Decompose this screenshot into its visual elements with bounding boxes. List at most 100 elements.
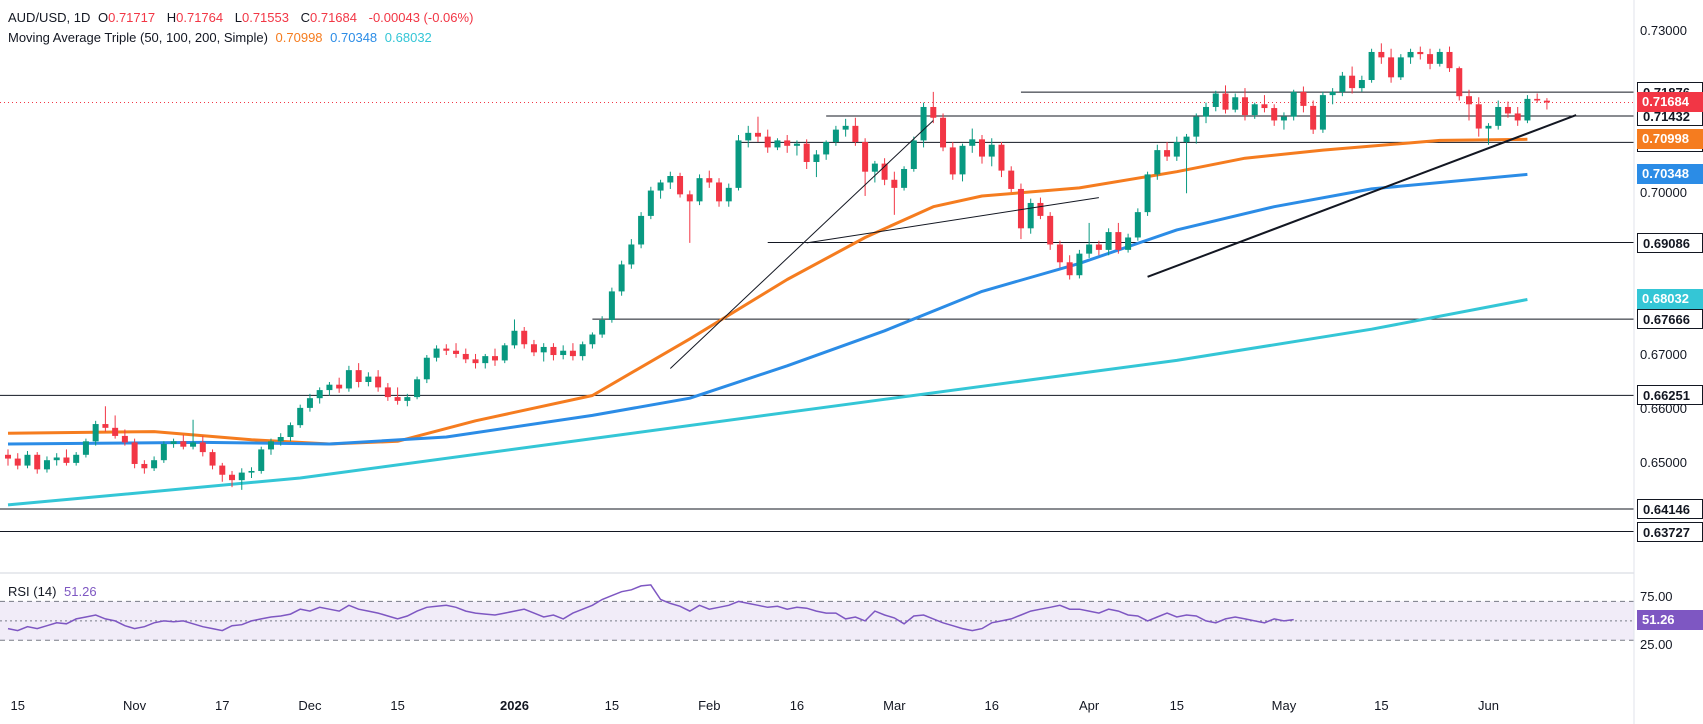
x-tick-label: 15 — [1169, 698, 1185, 713]
candle — [813, 150, 820, 178]
candle-body — [1427, 54, 1434, 64]
rsi-legend: RSI (14) 51.26 — [8, 584, 101, 599]
ma-legend: Moving Average Triple (50, 100, 200, Sim… — [8, 30, 436, 45]
candle — [102, 406, 109, 432]
candle-body — [1066, 262, 1073, 276]
candle-body — [1056, 244, 1063, 263]
candle — [832, 125, 839, 146]
candle-body — [521, 330, 528, 345]
candle-body — [492, 356, 498, 361]
candle — [1212, 90, 1219, 112]
candle — [511, 319, 518, 349]
candle — [1261, 95, 1268, 113]
trendline-0 — [669, 120, 934, 369]
candle-body — [881, 163, 888, 180]
candle-body — [599, 319, 606, 335]
candle-body — [930, 106, 937, 118]
candle-body — [1105, 232, 1112, 250]
candle-body — [784, 140, 791, 146]
candle — [1349, 66, 1356, 94]
candle-body — [443, 348, 450, 351]
y-tick-label: 0.65000 — [1640, 454, 1687, 470]
candle — [647, 186, 654, 220]
ma200-price-label: 0.68032 — [1637, 289, 1703, 310]
candle-body — [1076, 253, 1083, 276]
open-field: O0.71717 — [98, 10, 159, 25]
candle — [248, 467, 255, 478]
close-value: 0.71684 — [310, 10, 357, 25]
candle-body — [287, 425, 294, 438]
candle-body — [423, 357, 430, 380]
candle — [823, 140, 830, 160]
change-value: -0.00043 (-0.06%) — [368, 10, 474, 25]
candle — [219, 462, 226, 482]
candle-body — [638, 215, 645, 245]
moving-averages — [7, 137, 1528, 507]
candle-body — [862, 142, 869, 172]
candle — [1241, 88, 1248, 121]
candle-body — [1407, 51, 1414, 58]
candle-body — [1222, 93, 1229, 110]
candle-body — [1397, 57, 1404, 78]
x-tick-label: 15 — [390, 698, 405, 713]
candle-body — [969, 139, 976, 146]
candle — [628, 239, 635, 269]
candle-body — [1154, 150, 1161, 175]
candle — [190, 419, 197, 450]
candle-body — [793, 143, 800, 146]
candle-body — [1378, 51, 1385, 58]
candle — [336, 377, 343, 393]
candle-body — [871, 163, 878, 172]
candle-body — [180, 441, 187, 447]
ma50-value: 0.70998 — [275, 30, 323, 45]
candle-body — [1271, 108, 1278, 121]
candle-body — [677, 176, 684, 195]
candle — [1164, 142, 1171, 161]
candle — [1222, 85, 1229, 114]
candle-body — [112, 427, 119, 436]
trendlines — [669, 114, 1577, 369]
rsi-line-path — [7, 584, 1294, 632]
candle — [560, 345, 567, 360]
candle — [745, 125, 752, 148]
x-tick-label: Jun — [1477, 698, 1499, 713]
candle — [267, 438, 274, 455]
open-value: 0.71717 — [108, 10, 156, 25]
candle — [394, 387, 401, 405]
candle-body — [1514, 113, 1521, 121]
candle-body — [433, 348, 440, 358]
low-field: L0.71553 — [235, 10, 293, 25]
candle-body — [852, 125, 859, 143]
candle — [1047, 212, 1054, 250]
candle-body — [1485, 125, 1492, 129]
candle-body — [1125, 237, 1132, 250]
candle-body — [1251, 104, 1258, 116]
candle — [1397, 54, 1404, 81]
x-tick-label: Nov — [123, 698, 147, 713]
x-tick-label: 16 — [984, 698, 999, 713]
candle-body — [404, 397, 411, 401]
candle-body — [170, 441, 177, 445]
candle-body — [73, 454, 80, 463]
candle-body — [1261, 104, 1268, 109]
level-price-label: 0.63727 — [1637, 521, 1703, 542]
ma100-value: 0.70348 — [330, 30, 378, 45]
candle-body — [754, 132, 761, 137]
candle-body — [82, 441, 89, 455]
candle-body — [774, 140, 781, 148]
trendline-2 — [1147, 114, 1577, 278]
candles[interactable] — [5, 43, 1550, 490]
candle-body — [414, 379, 421, 398]
candle-body — [706, 178, 713, 183]
candle-body — [209, 452, 216, 466]
candle — [618, 260, 625, 296]
candle-body — [589, 334, 596, 345]
candle-body — [1310, 105, 1317, 130]
candle — [43, 456, 50, 473]
candle — [277, 433, 284, 446]
candle — [1076, 249, 1083, 279]
candle-body — [501, 345, 508, 361]
candle — [940, 113, 947, 152]
candle-body — [345, 370, 352, 389]
